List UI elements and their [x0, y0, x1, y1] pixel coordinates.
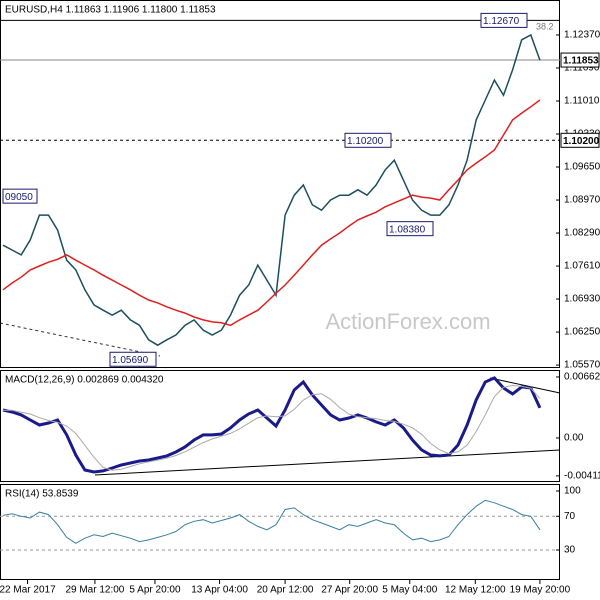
y-tick-label: 1.06930 — [564, 294, 600, 305]
y-tick-label: 0.006624 — [564, 372, 600, 383]
y-tick-label: 0.00 — [564, 433, 584, 444]
y-tick-label: 1.06250 — [564, 327, 600, 338]
panel-frame — [0, 370, 560, 482]
x-tick-label: 22 Mar 2017 — [0, 585, 56, 596]
price-tag-label: 1.11853 — [563, 56, 599, 67]
series-line — [2, 99, 541, 327]
y-tick-label: 1.07610 — [564, 261, 600, 272]
panel-title: MACD(12,26,9) 0.002869 0.004320 — [5, 375, 164, 386]
panel-title: RSI(14) 53.8539 — [5, 489, 79, 500]
x-tick-label: 5 May 04:00 — [382, 585, 437, 596]
annotation-box — [344, 132, 392, 148]
y-tick-label: 1.08970 — [564, 195, 600, 206]
price-tag-label: 1.10200 — [563, 136, 600, 147]
panel-frame — [0, 484, 560, 580]
panel-title: EURUSD,H4 1.11863 1.11906 1.11800 1.1185… — [5, 5, 216, 16]
annotation-label: 1.12670 — [483, 16, 520, 27]
y-tick-label: 1.09650 — [564, 162, 600, 173]
y-tick-label: 1.12370 — [564, 30, 600, 41]
y-tick-label: 1.08290 — [564, 228, 600, 239]
price-tag — [560, 52, 600, 68]
y-tick-label: 1.11010 — [564, 96, 600, 107]
annotation-label: 09050 — [5, 192, 33, 203]
x-tick-label: 13 Apr 04:00 — [191, 585, 248, 596]
trend-line — [94, 449, 561, 476]
y-tick-label: 100 — [564, 486, 581, 497]
x-tick-label: 12 May 12:00 — [445, 585, 506, 596]
annotation-label: 1.10200 — [347, 136, 384, 147]
x-tick-label: 5 Apr 20:00 — [129, 585, 181, 596]
annotation-label: 1.05690 — [112, 355, 149, 366]
panel-frame — [0, 0, 560, 368]
price-tag — [560, 132, 600, 148]
annotation-box — [2, 188, 38, 204]
series-line — [2, 499, 541, 544]
annotation-box — [480, 12, 528, 28]
annotation-box — [109, 351, 157, 367]
annotation-box — [386, 221, 434, 237]
x-tick-label: 19 May 20:00 — [510, 585, 571, 596]
y-tick-label: 1.11690 — [564, 63, 600, 74]
y-tick-label: 1.05570 — [564, 360, 600, 371]
x-tick-label: 29 Mar 12:00 — [65, 585, 124, 596]
series-line — [2, 33, 541, 347]
x-tick-label: 20 Apr 12:00 — [257, 585, 314, 596]
watermark: ActionForex.com — [325, 309, 490, 334]
series-line — [3, 384, 541, 471]
y-tick-label: 70 — [564, 511, 576, 522]
annotation-label: 1.08380 — [389, 224, 426, 235]
trend-line — [489, 377, 561, 394]
x-tick-label: 27 Apr 20:00 — [321, 585, 378, 596]
fib-label: 38.2 — [536, 21, 554, 31]
y-tick-label: -0.004116 — [564, 471, 600, 482]
y-tick-label: 30 — [564, 545, 576, 556]
